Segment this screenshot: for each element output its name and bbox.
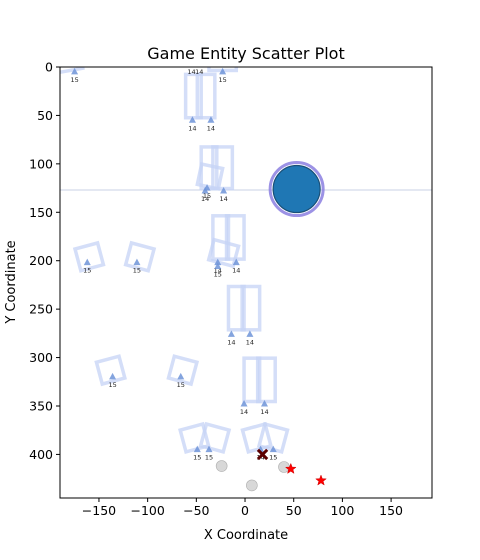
spawn-marker-label: 15 [108,381,116,389]
spawn-marker-label: 14 [187,68,195,76]
spawn-marker [83,258,91,266]
structure-outline [195,72,217,120]
spawn-marker [261,400,269,407]
spawn-marker-label: 14 [195,68,203,76]
structure-outline [72,240,106,273]
spawn-marker-label: 14 [246,338,254,346]
spawn-marker [227,330,235,337]
spawn-marker-label: 14 [219,195,227,203]
y-axis-label: Y Coordinate [4,240,19,324]
structure-outline [60,67,85,75]
x-tick-label: 100 [330,503,354,518]
spawn-marker [207,116,215,123]
spawn-marker-label: 15 [269,454,277,462]
spawn-marker-label: 14 [232,267,240,275]
y-tick-label: 0 [45,60,53,75]
structure-outline [123,240,157,273]
player-ring [268,161,325,218]
x-axis-label: X Coordinate [204,528,288,543]
structure-outline [198,421,232,455]
spawn-marker [205,445,213,453]
player-marker [272,164,321,214]
spawn-marker-label: 14 [214,267,222,275]
spawn-marker-label: 14 [207,124,215,132]
crate-marker [256,448,269,461]
spawn-marker-label: 15 [193,454,201,462]
structure-outline [211,214,231,261]
spawn-marker [219,67,227,75]
spawn-marker-label: 15 [83,267,91,275]
spawn-marker [71,67,79,75]
spawn-marker-label: 15 [133,267,141,275]
chart-title: Game Entity Scatter Plot [147,44,344,63]
spawn-marker [177,372,185,380]
spawn-marker-label: 14 [227,338,235,346]
y-tick-label: 50 [37,108,53,123]
spawn-marker [203,184,211,191]
spawn-marker [193,445,201,453]
spawn-marker [232,258,240,266]
structure-outline [166,354,200,387]
spawn-marker-label: 15 [203,192,211,200]
y-tick-label: 250 [29,302,53,317]
x-tick-label: −100 [130,503,164,518]
x-tick-label: −50 [183,503,209,518]
spawn-marker [240,400,248,407]
enemy-star-marker [284,462,297,474]
structure-outline [183,72,203,120]
axes-frame [59,66,433,499]
spawn-marker [220,186,228,194]
spawn-marker [269,445,277,453]
spawn-marker-label: 15 [218,76,226,84]
spawn-marker-label: 14 [240,408,248,416]
spawn-marker-label: 15 [177,381,185,389]
x-tick-label: 50 [286,503,302,518]
y-tick-label: 350 [29,398,53,413]
orb-point [246,479,258,492]
spawn-marker [246,330,254,337]
structure-outline [242,356,262,404]
structure-outline [240,284,262,332]
y-tick-label: 400 [29,447,53,462]
structure-outline [94,354,127,387]
orb-point [215,460,228,472]
structure-outline [256,421,290,455]
spawn-marker-label: 14 [260,408,268,416]
structure-outline [226,284,246,332]
spawn-marker [214,258,222,266]
spawn-marker-label: 15 [205,454,213,462]
x-tick-label: 150 [379,503,403,518]
spawn-marker-label: 14 [188,124,196,132]
structure-outline [255,356,277,404]
spawn-marker-label: 15 [214,271,222,279]
spawn-marker [214,262,222,270]
spawn-marker [188,116,196,123]
spawn-marker-label: 14 [201,195,209,203]
x-tick-label: 0 [241,503,249,518]
spawn-marker [133,258,141,266]
structure-outline [206,237,241,269]
y-tick-label: 300 [29,350,53,365]
x-tick-label: −150 [82,503,116,518]
y-tick-label: 100 [29,156,53,171]
enemy-star-marker [315,474,327,486]
y-tick-label: 200 [29,253,53,268]
y-tick-label: 150 [29,205,53,220]
spawn-marker-label: 15 [70,76,78,84]
spawn-marker [109,372,117,380]
